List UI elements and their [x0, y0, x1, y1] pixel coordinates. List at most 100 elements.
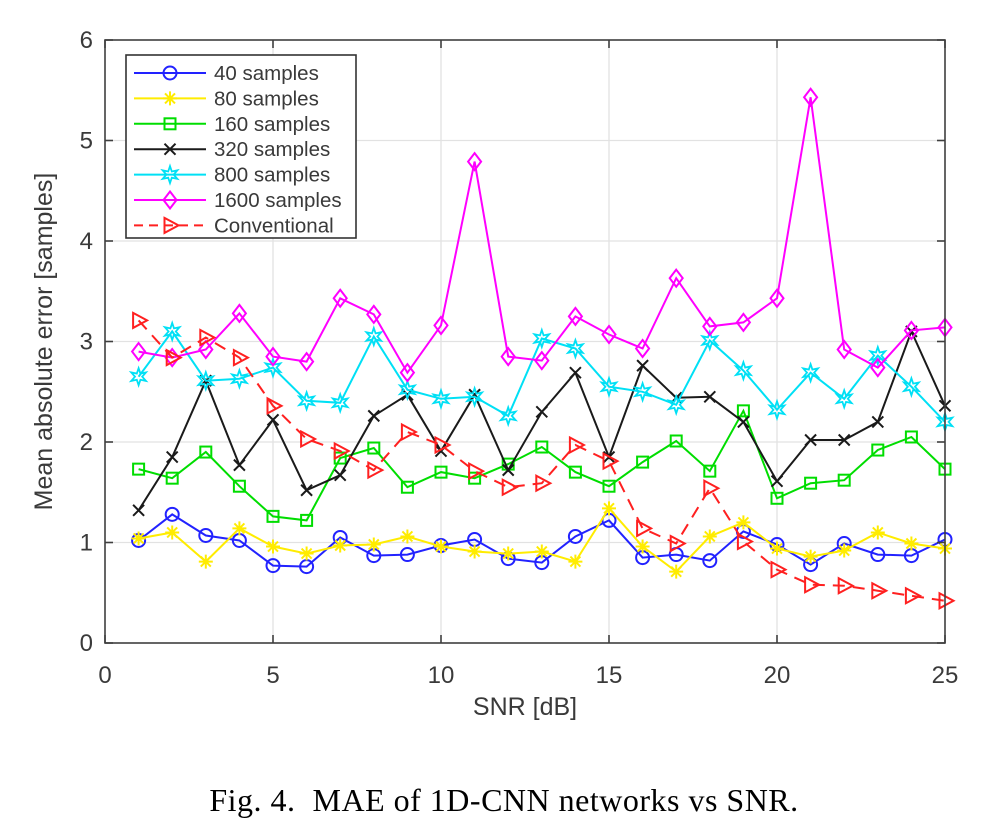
marker-x: [233, 458, 246, 472]
marker-hexagram: [128, 365, 149, 389]
marker-triangle-right: [163, 216, 181, 235]
marker-diamond: [735, 312, 752, 333]
marker-diamond: [870, 357, 886, 378]
marker-square: [904, 430, 918, 444]
series-line-1600-samples: [138, 97, 946, 375]
marker-diamond: [332, 288, 348, 309]
marker-triangle-right: [199, 328, 217, 347]
y-axis-tick-label: 3: [80, 329, 93, 356]
marker-circle: [198, 527, 214, 543]
marker-triangle-right: [400, 422, 419, 442]
series-line-40-samples: [137, 513, 946, 568]
marker-hexagram: [565, 337, 586, 360]
marker-square: [163, 117, 177, 131]
marker-triangle-right: [736, 532, 755, 551]
x-axis-tick-label: 0: [98, 662, 111, 689]
marker-asterisk: [602, 501, 616, 516]
marker-square: [703, 464, 717, 478]
marker-hexagram: [498, 404, 519, 428]
marker-hexagram: [767, 398, 787, 422]
marker-x: [132, 504, 145, 517]
legend-label: 40 samples: [214, 62, 319, 85]
legend-entry-1600-samples: 1600 samples: [134, 189, 342, 212]
marker-hexagram: [901, 375, 922, 399]
marker-x: [804, 433, 817, 447]
marker-hexagram: [363, 325, 384, 348]
legend-label: 800 samples: [214, 164, 330, 187]
marker-square: [770, 491, 784, 505]
marker-hexagram: [867, 344, 888, 367]
marker-asterisk: [534, 544, 549, 559]
series-800-samples: [128, 320, 955, 434]
legend-label: 320 samples: [214, 138, 330, 161]
marker-diamond: [198, 339, 214, 360]
marker-x: [770, 474, 784, 488]
marker-circle: [399, 547, 415, 563]
marker-asterisk: [198, 554, 213, 569]
marker-triangle-right: [770, 560, 788, 579]
marker-diamond: [231, 303, 248, 324]
marker-diamond: [366, 304, 382, 325]
marker-hexagram: [699, 329, 720, 352]
marker-circle: [164, 506, 180, 522]
marker-asterisk: [702, 529, 717, 544]
series-40-samples: [131, 506, 953, 575]
marker-hexagram: [834, 387, 855, 411]
y-axis-tick-label: 2: [80, 429, 93, 456]
marker-asterisk: [266, 539, 280, 554]
marker-hexagram: [531, 327, 552, 350]
marker-diamond: [601, 324, 617, 345]
marker-hexagram: [296, 389, 317, 413]
marker-x: [501, 463, 515, 477]
y-axis-tick-label: 1: [80, 530, 93, 557]
series-80-samples: [131, 501, 952, 579]
legend-entry-160-samples: 160 samples: [134, 113, 330, 136]
marker-square: [434, 465, 448, 479]
marker-square: [165, 471, 179, 485]
marker-asterisk: [299, 546, 314, 561]
marker-square: [636, 455, 650, 469]
legend-box: [125, 54, 357, 239]
marker-triangle-right: [165, 348, 183, 367]
marker-asterisk: [870, 525, 885, 540]
series-conventional: [132, 311, 956, 610]
marker-hexagram: [195, 369, 216, 393]
marker-asterisk: [232, 521, 247, 536]
figure-caption: Fig. 4. MAE of 1D-CNN networks vs SNR.: [209, 782, 799, 818]
marker-x: [165, 450, 179, 464]
marker-circle: [702, 553, 718, 569]
marker-hexagram: [666, 393, 687, 417]
legend-entry-320-samples: 320 samples: [134, 138, 330, 161]
marker-x: [333, 468, 347, 482]
marker-triangle-right: [837, 576, 855, 595]
marker-hexagram: [464, 385, 485, 409]
marker-triangle-right: [468, 461, 486, 481]
marker-triangle-right: [333, 441, 351, 461]
marker-asterisk: [803, 549, 818, 564]
marker-square: [367, 441, 381, 455]
marker-x: [535, 405, 549, 419]
marker-triangle-right: [132, 311, 150, 330]
legend-entry-80-samples: 80 samples: [134, 87, 319, 110]
marker-square: [232, 479, 246, 493]
series-1600-samples: [130, 87, 953, 383]
marker-asterisk: [904, 536, 919, 551]
marker-triangle-right: [266, 396, 284, 415]
marker-asterisk: [366, 537, 381, 552]
marker-triangle-right: [871, 581, 889, 600]
marker-triangle-right: [636, 519, 654, 538]
marker-x: [636, 359, 649, 372]
marker-square: [837, 473, 851, 487]
marker-hexagram: [431, 387, 451, 411]
marker-square: [602, 479, 616, 493]
marker-x: [163, 142, 177, 156]
marker-asterisk: [333, 538, 348, 553]
legend-label: 1600 samples: [214, 189, 342, 212]
marker-circle: [567, 528, 583, 544]
marker-triangle-right: [669, 534, 687, 553]
marker-hexagram: [800, 361, 821, 385]
marker-x: [837, 433, 851, 447]
series-160-samples: [132, 404, 952, 527]
marker-diamond: [433, 315, 449, 336]
